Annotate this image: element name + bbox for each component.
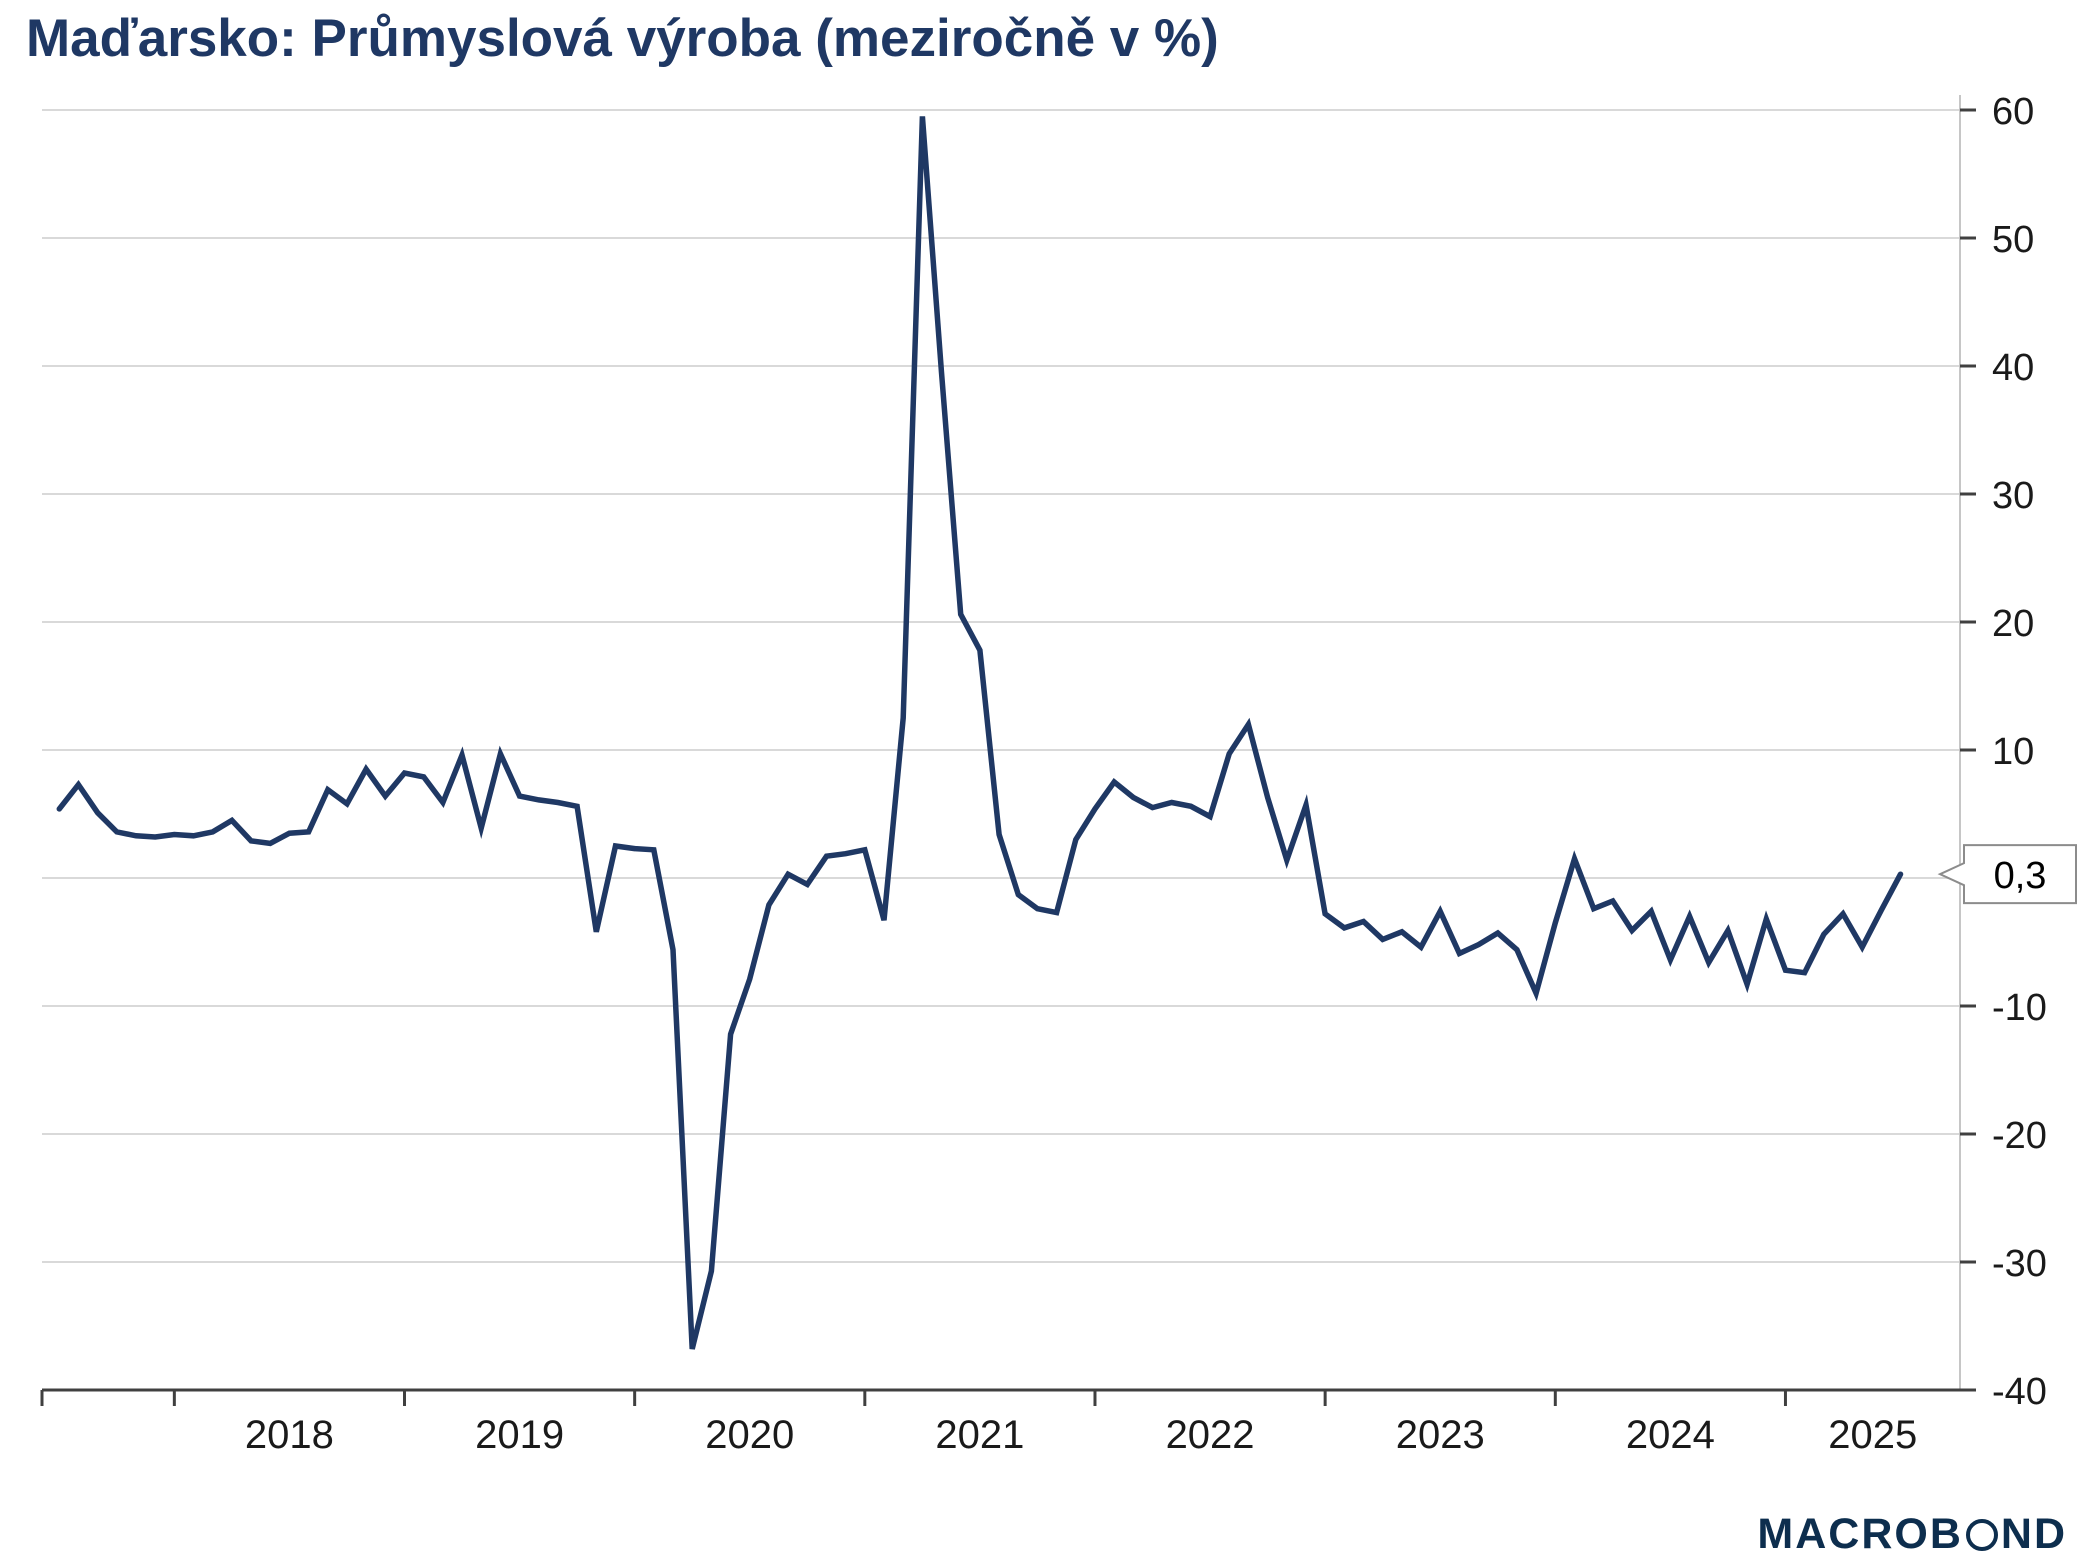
x-tick-label: 2019 bbox=[475, 1413, 564, 1457]
chart-title: Maďarsko: Průmyslová výroba (meziročně v… bbox=[26, 9, 1219, 68]
y-tick-label: 40 bbox=[1992, 347, 2034, 389]
x-tick-label: 2024 bbox=[1626, 1413, 1715, 1457]
x-tick-label: 2021 bbox=[935, 1413, 1024, 1457]
series-line bbox=[56, 116, 1904, 1350]
last-value-label: 0,3 bbox=[1994, 855, 2047, 897]
y-tick-label: 10 bbox=[1992, 731, 2034, 773]
x-tick-label: 2018 bbox=[245, 1413, 334, 1457]
macrobond-logo: MACROB ND bbox=[1757, 1513, 2067, 1556]
y-tick-label: -30 bbox=[1992, 1243, 2047, 1285]
y-tick-label: -20 bbox=[1992, 1115, 2047, 1157]
y-tick-label: 20 bbox=[1992, 603, 2034, 645]
last-value-callout bbox=[1937, 844, 2077, 905]
x-tick-label: 2025 bbox=[1828, 1413, 1917, 1457]
y-tick-label: 30 bbox=[1992, 475, 2034, 517]
y-tick-label: -10 bbox=[1992, 987, 2047, 1029]
x-tick-label: 2022 bbox=[1166, 1413, 1255, 1457]
y-tick-label: 50 bbox=[1992, 219, 2034, 261]
y-tick-label: -40 bbox=[1992, 1371, 2047, 1413]
y-tick-label: 60 bbox=[1992, 91, 2034, 133]
logo-text-pre: MACROB bbox=[1757, 1510, 1963, 1558]
x-tick-label: 2023 bbox=[1396, 1413, 1485, 1457]
logo-text-post: ND bbox=[2000, 1510, 2067, 1558]
x-tick-label: 2020 bbox=[705, 1413, 794, 1457]
macrobond-ring-icon bbox=[1965, 1518, 1998, 1551]
